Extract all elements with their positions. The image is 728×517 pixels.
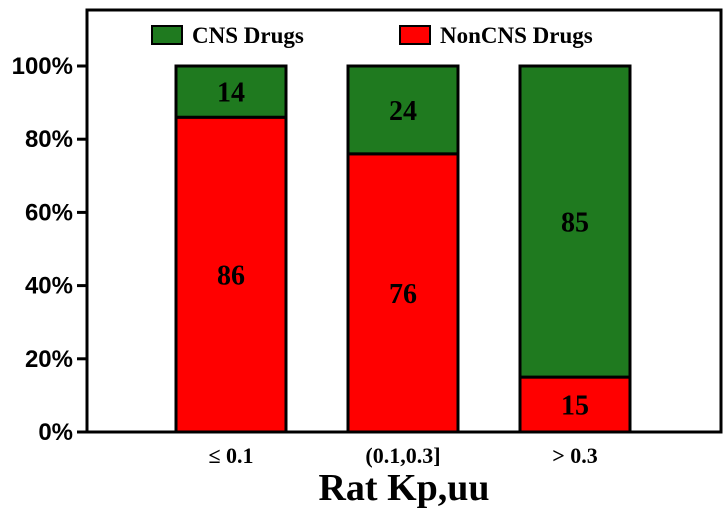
x-axis: ≤ 0.1 (0.1,0.3] > 0.3 [208, 443, 597, 468]
y-tick-label: 100% [12, 53, 73, 80]
x-axis-title: Rat Kp,uu [318, 467, 489, 509]
x-tick-label: (0.1,0.3] [365, 443, 440, 468]
x-tick-label: > 0.3 [552, 443, 598, 468]
legend-swatch [151, 25, 183, 45]
cns-bar-segment [174, 64, 288, 119]
bars: 86 14 76 24 15 85 [174, 64, 632, 434]
cns-bar-segment [518, 64, 632, 379]
data-label: 15 [561, 391, 589, 422]
legend-label: NonCNS Drugs [440, 23, 593, 48]
x-tick-label: ≤ 0.1 [208, 443, 253, 468]
legend-swatch [399, 25, 431, 45]
data-label: 14 [217, 78, 245, 109]
y-tick-label: 20% [25, 346, 73, 373]
noncns-bar-segment [346, 152, 460, 434]
data-label: 76 [389, 279, 417, 310]
legend: CNS Drugs NonCNS Drugs [151, 23, 593, 48]
cns-bar-segment [346, 64, 460, 156]
data-label: 85 [561, 208, 589, 239]
y-tick-label: 0% [38, 419, 73, 446]
y-tick-label: 80% [25, 126, 73, 153]
noncns-bar-segment [174, 115, 288, 434]
y-tick-label: 40% [25, 273, 73, 300]
y-axis: 0% 20% 40% 60% 80% 100% [12, 53, 89, 446]
y-tick-label: 60% [25, 199, 73, 226]
legend-label: CNS Drugs [192, 23, 304, 48]
data-label: 86 [217, 261, 245, 292]
data-label: 24 [389, 96, 417, 127]
